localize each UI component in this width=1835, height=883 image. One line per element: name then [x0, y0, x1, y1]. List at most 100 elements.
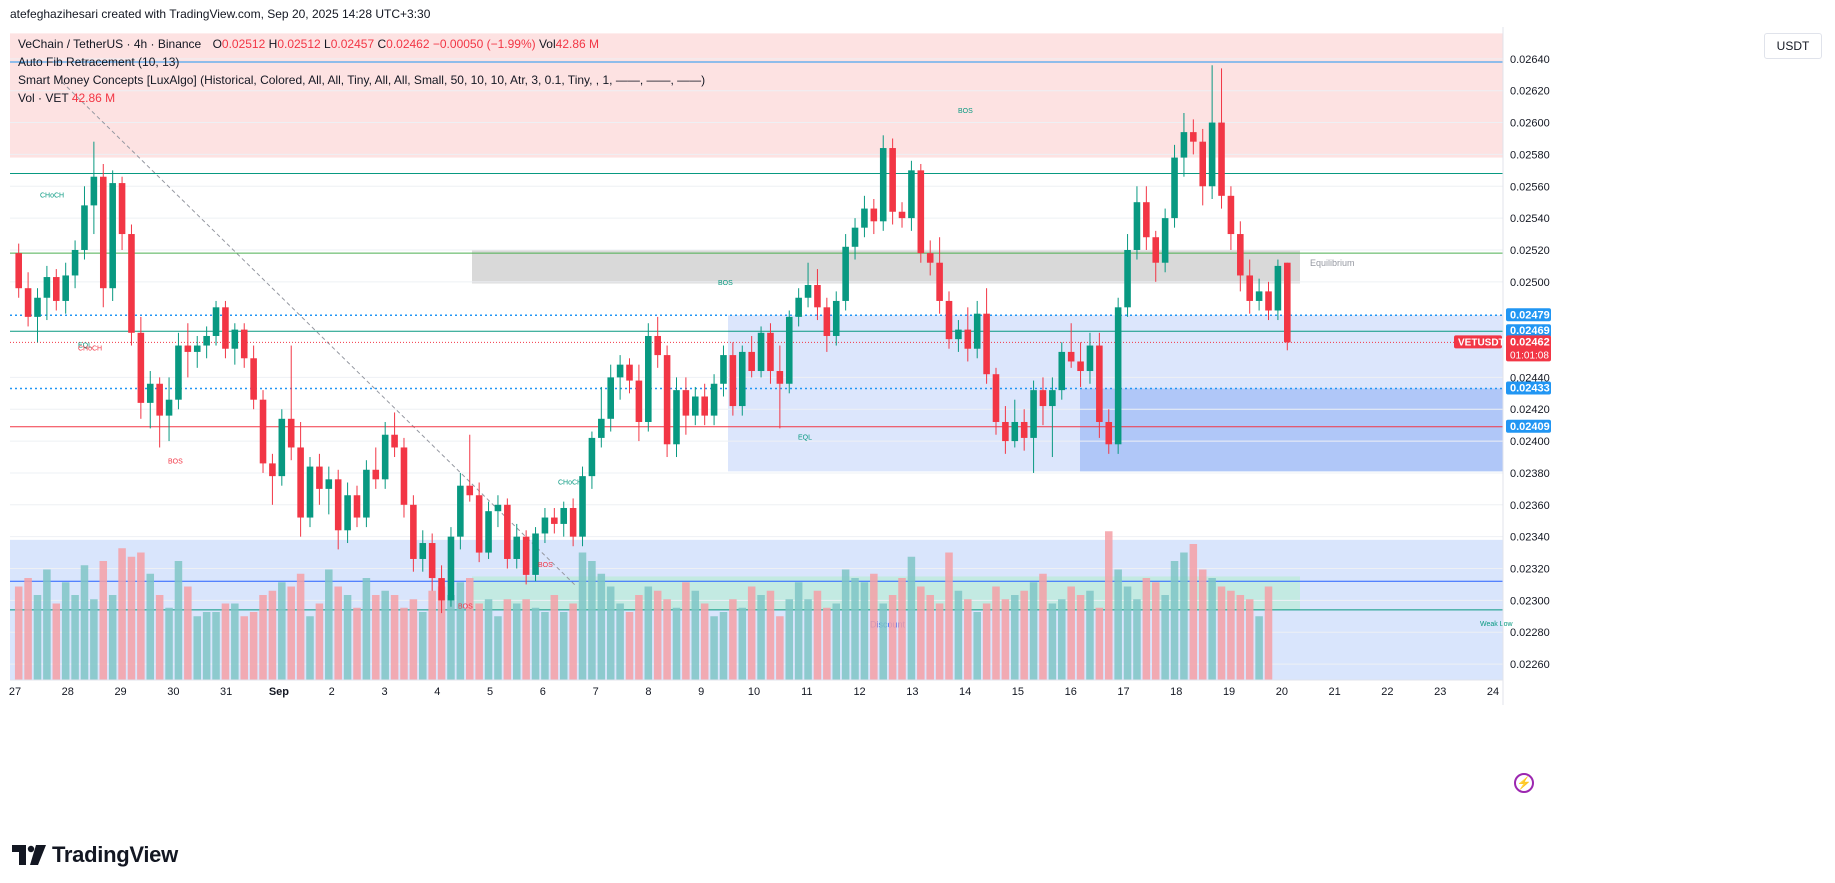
- candle-body: [861, 208, 868, 228]
- candle-body: [212, 307, 220, 336]
- candle-body: [269, 463, 276, 477]
- candle-body: [1105, 421, 1113, 445]
- candle-body: [973, 313, 981, 349]
- volume-bar: [155, 595, 164, 680]
- volume-bar: [954, 590, 963, 680]
- candle-body: [231, 329, 239, 349]
- volume-bar: [428, 590, 436, 680]
- symbol-title[interactable]: VeChain / TetherUS · 4h · Binance: [18, 37, 202, 51]
- volume-bar: [1048, 603, 1057, 680]
- indicator-fib[interactable]: Auto Fib Retracement (10, 13): [18, 55, 180, 69]
- volume-bar: [306, 616, 314, 680]
- volume-bar: [1245, 599, 1254, 680]
- volume-bar: [682, 582, 690, 680]
- volume-bar: [1020, 590, 1028, 680]
- candle-body: [579, 476, 586, 537]
- candle-body: [24, 288, 32, 317]
- volume-bar: [484, 599, 493, 680]
- candle-body: [62, 275, 69, 301]
- volume-bar: [71, 595, 79, 680]
- volume-bar: [287, 586, 295, 680]
- volume-bar: [1189, 544, 1198, 680]
- candle-body: [52, 277, 60, 301]
- candle-body: [767, 332, 774, 372]
- candle-body: [1039, 390, 1047, 407]
- candle-body: [99, 176, 107, 289]
- volume-bar: [935, 603, 944, 680]
- zone-premium: [10, 33, 1503, 158]
- volume-bar: [146, 573, 155, 680]
- candle-body: [438, 578, 445, 601]
- candle-body: [1067, 351, 1075, 362]
- lightning-icon[interactable]: ⚡: [1514, 773, 1534, 793]
- volume-bar: [259, 595, 267, 680]
- structure-label-choch: CHoCH: [558, 479, 582, 486]
- volume-bar: [456, 582, 465, 680]
- volume-bar: [813, 590, 822, 680]
- x-tick-label: 11: [801, 686, 812, 698]
- candle-body: [259, 399, 267, 464]
- volume-bar: [522, 599, 530, 680]
- volume-bar: [184, 586, 192, 680]
- x-tick-label: 27: [9, 686, 21, 698]
- indicator-smc[interactable]: Smart Money Concepts [LuxAlgo] (Historic…: [18, 73, 706, 87]
- volume-bar: [1123, 586, 1132, 680]
- candle-body: [34, 297, 41, 317]
- candle-body: [663, 355, 671, 445]
- volume-bar: [1001, 599, 1010, 680]
- structure-label-bos: BOS: [538, 562, 553, 569]
- volume-bar: [700, 603, 709, 680]
- volume-bar: [447, 595, 455, 680]
- order-block-lower: [1080, 388, 1503, 472]
- indicator-volume[interactable]: Vol · VET 42.86 M: [18, 89, 705, 107]
- currency-selector[interactable]: USDT: [1764, 33, 1822, 59]
- volume-bar: [1076, 595, 1085, 680]
- candle-body: [15, 253, 22, 289]
- candle-body: [156, 383, 163, 416]
- structure-label-choch: CHoCH: [78, 346, 102, 353]
- volume-bar: [644, 586, 653, 680]
- volume-bar: [926, 595, 934, 680]
- x-tick-label: 22: [1381, 686, 1393, 698]
- volume-bar: [738, 607, 747, 680]
- tradingview-logo-icon: [12, 845, 46, 865]
- candle-body: [1218, 122, 1225, 196]
- volume-bar: [1255, 616, 1263, 680]
- y-tick-label: 0.02400: [1510, 436, 1550, 448]
- volume-bar: [33, 595, 42, 680]
- volume-bar: [1104, 531, 1113, 680]
- volume-bar: [710, 616, 718, 680]
- y-tick-label: 0.02380: [1510, 468, 1550, 480]
- volume-bar: [597, 573, 606, 680]
- volume-bar: [804, 599, 812, 680]
- volume-bar: [202, 612, 211, 680]
- volume-bar: [635, 595, 643, 680]
- volume-bar: [541, 612, 549, 680]
- structure-label-bos: BOS: [718, 280, 733, 287]
- candle-body: [1011, 421, 1019, 442]
- candle-body: [908, 170, 915, 219]
- candle-body: [804, 285, 812, 298]
- volume-bar: [982, 603, 991, 680]
- volume-bar: [1198, 569, 1207, 680]
- volume-bar: [888, 595, 897, 680]
- volume-bar: [616, 603, 624, 680]
- volume-bar: [973, 612, 981, 680]
- volume-bar: [494, 616, 502, 680]
- x-tick-label: 30: [167, 686, 179, 698]
- candle-body: [1002, 421, 1009, 442]
- volume-bar: [898, 578, 906, 680]
- volume-bar: [240, 616, 248, 680]
- symbol-tag-label: VETUSDT: [1458, 337, 1505, 348]
- price-tag-value: 0.02433: [1510, 383, 1550, 395]
- candle-body: [560, 507, 568, 524]
- x-tick-label: 3: [381, 686, 387, 698]
- zone-label-equilibrium: Equilibrium: [1310, 258, 1355, 268]
- volume-bar: [372, 595, 380, 680]
- candle-body: [353, 495, 361, 518]
- high-value: 0.02512: [277, 37, 321, 51]
- candle-body: [193, 345, 201, 352]
- volume-key: Vol: [538, 37, 556, 51]
- volume-bar: [1217, 586, 1226, 680]
